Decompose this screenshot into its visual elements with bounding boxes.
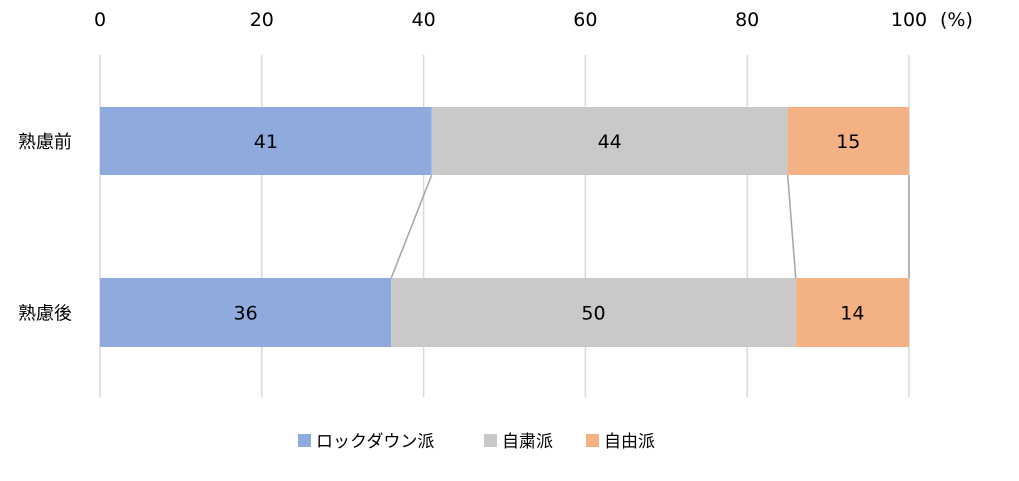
connector-1 [786, 174, 797, 279]
x-tick-80: 80 [735, 9, 759, 31]
bars: 41 44 15 36 50 14 [100, 107, 909, 347]
data-label-1-0: 36 [234, 303, 258, 325]
legend-swatch-1 [484, 434, 497, 447]
x-tick-labels: 0 20 40 60 80 100 [94, 9, 927, 31]
category-label-0: 熟慮前 [18, 132, 72, 153]
bar-1-2 [795, 278, 909, 347]
series-connectors [390, 174, 910, 279]
data-label-0-0: 41 [254, 131, 278, 153]
legend-swatch-2 [586, 434, 599, 447]
legend-label-1: 自粛派 [502, 432, 553, 452]
legend-label-2: 自由派 [604, 432, 655, 452]
bar-1-1 [391, 278, 796, 347]
x-tick-20: 20 [250, 9, 274, 31]
data-label-1-1: 50 [581, 303, 605, 325]
data-label-0-1: 44 [598, 131, 622, 153]
x-tick-0: 0 [94, 9, 106, 31]
connector-0 [390, 174, 433, 279]
bar-1-0 [100, 278, 392, 347]
bar-0-2 [787, 107, 909, 175]
x-tick-60: 60 [573, 9, 597, 31]
legend-label-0: ロックダウン派 [316, 432, 434, 452]
category-label-1: 熟慮後 [18, 304, 72, 325]
legend: ロックダウン派 自粛派 自由派 [298, 432, 655, 452]
bar-0-1 [431, 107, 788, 175]
x-axis-unit: (%) [940, 9, 973, 31]
x-tick-40: 40 [412, 9, 436, 31]
legend-swatch-0 [298, 434, 311, 447]
bar-0-0 [100, 107, 432, 175]
data-label-1-2: 14 [840, 303, 864, 325]
data-label-0-2: 15 [836, 131, 860, 153]
x-tick-100: 100 [891, 9, 927, 31]
